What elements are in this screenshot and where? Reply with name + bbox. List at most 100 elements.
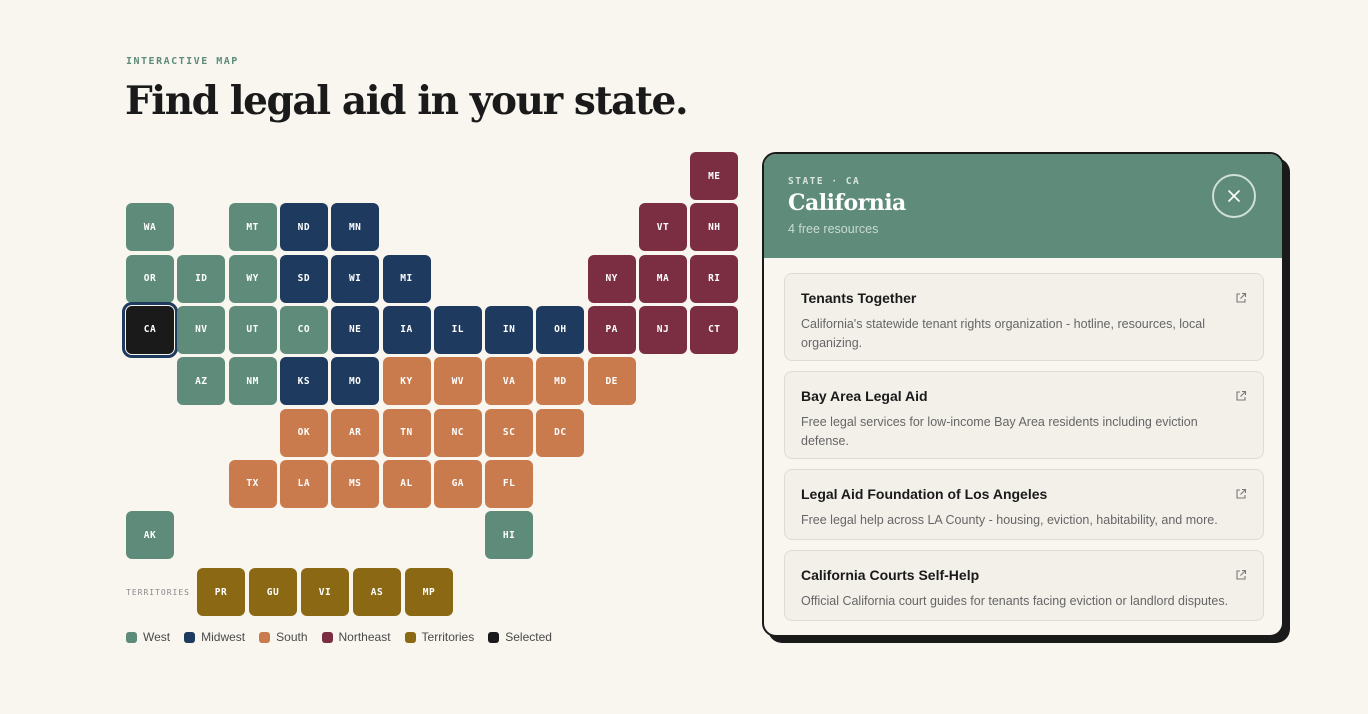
state-tile-ok[interactable]: OK — [279, 408, 328, 457]
state-tile-fl[interactable]: FL — [485, 459, 534, 508]
state-tile-nv[interactable]: NV — [177, 305, 226, 354]
resource-card[interactable]: Legal Aid Foundation of Los Angeles Free … — [784, 469, 1264, 540]
state-tile-mn[interactable]: MN — [331, 203, 380, 252]
resource-title: Legal Aid Foundation of Los Angeles — [801, 486, 1048, 502]
legend-label: Selected — [505, 630, 552, 644]
resource-description: Free legal help across LA County - housi… — [801, 513, 1218, 527]
legend-label: Northeast — [338, 630, 391, 644]
state-tile-ut[interactable]: UT — [228, 305, 277, 354]
state-tile-ky[interactable]: KY — [382, 357, 431, 406]
legend-swatch — [488, 631, 500, 643]
state-tile-wi[interactable]: WI — [331, 254, 380, 303]
territory-tile-pr[interactable]: PR — [197, 568, 245, 616]
external-link-icon — [1236, 292, 1247, 303]
state-tile-il[interactable]: IL — [433, 305, 482, 354]
state-tile-vt[interactable]: VT — [639, 203, 687, 252]
territory-tile-vi[interactable]: VI — [301, 568, 349, 616]
legend-item-territories: Territories — [404, 630, 475, 644]
territories-label: TERRITORIES — [126, 588, 190, 597]
region-legend: West Midwest South Northeast Territories Sele… — [126, 630, 552, 644]
resource-card[interactable]: Tenants Together California's statewide t… — [784, 273, 1264, 361]
resource-title: Tenants Together — [801, 290, 917, 306]
state-tile-va[interactable]: VA — [485, 357, 534, 406]
close-button[interactable] — [1212, 174, 1256, 218]
external-link-icon — [1236, 488, 1247, 499]
resource-count: 4 free resources — [788, 222, 879, 236]
territory-tile-as[interactable]: AS — [353, 568, 401, 616]
page-title: Find legal aid in your state. — [125, 78, 689, 124]
state-tile-ms[interactable]: MS — [331, 459, 380, 508]
legend-item-south: South — [259, 630, 308, 644]
resource-description: Official California court guides for ten… — [801, 594, 1229, 608]
legend-label: Midwest — [201, 630, 246, 644]
panel-eyebrow: STATE · CA — [788, 176, 861, 187]
state-tile-az[interactable]: AZ — [177, 357, 226, 406]
state-tile-de[interactable]: DE — [587, 357, 636, 406]
state-tile-co[interactable]: CO — [279, 305, 328, 354]
state-tile-wa[interactable]: WA — [126, 203, 174, 252]
legend-swatch — [321, 631, 333, 643]
legend-item-selected: Selected — [488, 630, 552, 644]
legend-label: West — [143, 630, 171, 644]
state-tile-wv[interactable]: WV — [433, 357, 482, 406]
state-tile-ks[interactable]: KS — [279, 357, 328, 406]
legend-swatch — [184, 631, 196, 643]
state-tile-nm[interactable]: NM — [228, 357, 277, 406]
resource-card[interactable]: California Courts Self-Help Official Cali… — [784, 550, 1264, 621]
state-tile-ar[interactable]: AR — [331, 408, 380, 457]
legend-item-northeast: Northeast — [321, 630, 391, 644]
close-icon — [1228, 190, 1240, 202]
state-detail-panel: STATE · CA California 4 free resources T… — [762, 152, 1284, 637]
state-tile-ri[interactable]: RI — [690, 254, 739, 303]
state-tile-tn[interactable]: TN — [382, 408, 431, 457]
state-tile-al[interactable]: AL — [382, 459, 431, 508]
state-tile-ca[interactable]: CA — [122, 301, 178, 358]
state-tile-pa[interactable]: PA — [587, 305, 636, 354]
state-tile-hi[interactable]: HI — [485, 511, 534, 560]
state-tile-me[interactable]: ME — [690, 152, 739, 200]
state-tile-nj[interactable]: NJ — [639, 305, 687, 354]
resource-description: Free legal services for low-income Bay A… — [801, 415, 1198, 448]
state-tile-nh[interactable]: NH — [690, 203, 739, 252]
state-tile-sd[interactable]: SD — [279, 254, 328, 303]
resource-title: California Courts Self-Help — [801, 567, 980, 583]
panel-header: STATE · CA California 4 free resources — [764, 154, 1282, 258]
state-tile-ma[interactable]: MA — [639, 254, 687, 303]
legend-label: South — [276, 630, 308, 644]
page-eyebrow: INTERACTIVE MAP — [126, 56, 239, 67]
state-tile-or[interactable]: OR — [126, 254, 174, 303]
legend-item-midwest: Midwest — [184, 630, 245, 644]
resource-card[interactable]: Bay Area Legal Aid Free legal services fo… — [784, 371, 1264, 459]
state-tile-ct[interactable]: CT — [690, 305, 739, 354]
state-tile-mi[interactable]: MI — [382, 254, 431, 303]
state-tile-mt[interactable]: MT — [228, 203, 277, 252]
state-tile-sc[interactable]: SC — [485, 408, 534, 457]
state-tile-in[interactable]: IN — [485, 305, 534, 354]
state-tile-ny[interactable]: NY — [587, 254, 636, 303]
legend-swatch — [259, 631, 271, 643]
state-tile-la[interactable]: LA — [279, 459, 328, 508]
state-tile-dc[interactable]: DC — [536, 408, 585, 457]
state-tile-wy[interactable]: WY — [228, 254, 277, 303]
legend-swatch — [126, 631, 137, 643]
state-tile-nd[interactable]: ND — [279, 203, 328, 252]
state-tile-ak[interactable]: AK — [126, 511, 174, 560]
external-link-icon — [1236, 569, 1247, 580]
state-tile-oh[interactable]: OH — [536, 305, 585, 354]
state-tile-md[interactable]: MD — [536, 357, 585, 406]
legend-item-west: West — [126, 630, 170, 644]
state-tile-tx[interactable]: TX — [228, 459, 277, 508]
state-tile-ne[interactable]: NE — [331, 305, 380, 354]
legend-label: Territories — [421, 630, 475, 644]
territory-tile-mp[interactable]: MP — [405, 568, 453, 616]
state-tile-ia[interactable]: IA — [382, 305, 431, 354]
panel-title: California — [788, 190, 906, 216]
territory-tile-gu[interactable]: GU — [249, 568, 297, 616]
resource-description: California's statewide tenant rights org… — [801, 317, 1205, 350]
state-tile-ga[interactable]: GA — [433, 459, 482, 508]
resource-title: Bay Area Legal Aid — [801, 388, 928, 404]
state-tile-nc[interactable]: NC — [433, 408, 482, 457]
external-link-icon — [1236, 390, 1247, 401]
state-tile-id[interactable]: ID — [177, 254, 226, 303]
state-tile-mo[interactable]: MO — [331, 357, 380, 406]
